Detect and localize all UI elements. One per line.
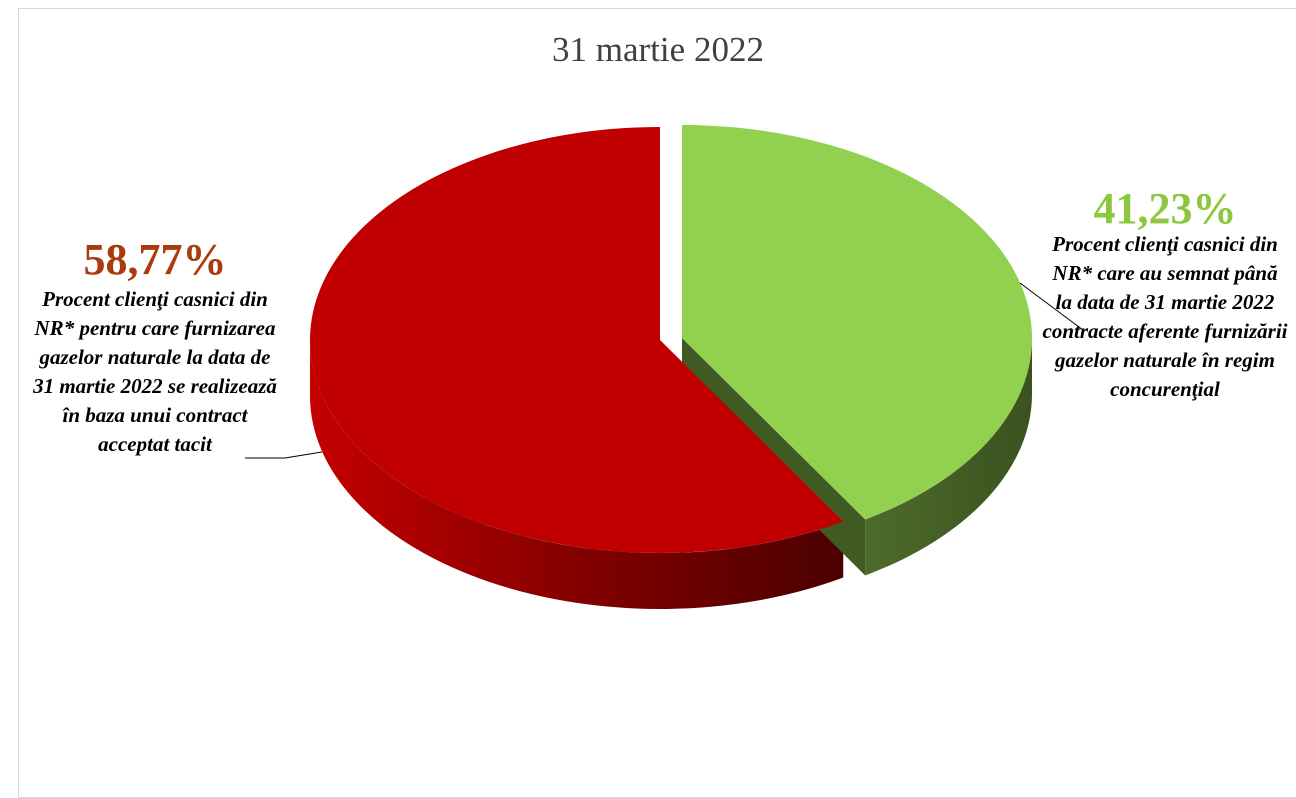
chart-title: 31 martie 2022 — [552, 30, 764, 69]
red-leader-line — [245, 451, 323, 459]
green-slice — [682, 125, 1032, 520]
green-slice-side — [865, 338, 1032, 576]
green-leader-line — [1019, 282, 1084, 331]
red-slice-description: Procent clienţi casnici din NR* pentru c… — [33, 287, 277, 456]
red-slice — [309, 127, 844, 554]
green-slice-description: Procent clienţi casnici din NR* care au … — [1042, 232, 1288, 401]
pie-chart — [245, 125, 1084, 609]
red-slice-percentage: 58,77% — [83, 235, 227, 284]
red-slice-side — [310, 340, 844, 609]
green-slice-percentage: 41,23% — [1093, 184, 1237, 233]
